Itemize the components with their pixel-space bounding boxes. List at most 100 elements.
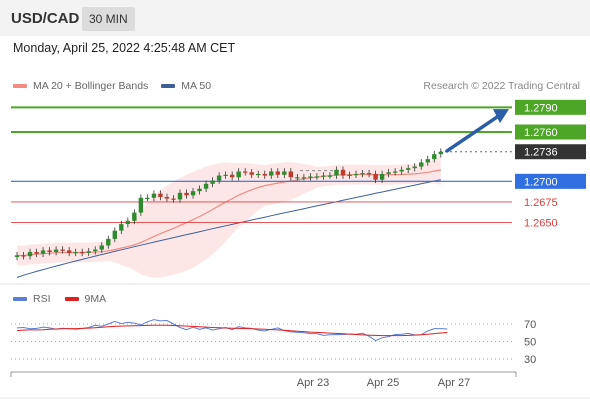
rsi-level-label: 30 [524, 354, 536, 366]
candle [145, 194, 150, 202]
candle-body [119, 224, 124, 231]
candle-body [419, 162, 424, 167]
candle [40, 247, 46, 257]
candle [366, 169, 372, 178]
candle [288, 168, 294, 181]
candle [386, 169, 391, 178]
level-tag-label: 1.2760 [524, 127, 558, 139]
candle [106, 235, 111, 249]
candle-body [347, 174, 352, 176]
legend-swatch-ma50 [161, 84, 176, 88]
candle-body [386, 172, 391, 174]
candle-body [275, 171, 280, 175]
candle-body [373, 173, 378, 180]
candle [399, 166, 404, 175]
candle [151, 190, 157, 202]
candle-body [256, 173, 261, 176]
candle [308, 173, 313, 181]
last-price-label: 1.2736 [524, 147, 558, 159]
candle [14, 252, 20, 261]
candle-body [125, 220, 131, 225]
last-price-tag [515, 144, 586, 160]
candle-body [243, 171, 248, 173]
candle-body [73, 252, 78, 254]
candle [236, 168, 241, 181]
candle-body [210, 180, 215, 184]
candle-body [295, 177, 300, 179]
candle [93, 246, 98, 255]
candle [86, 247, 91, 257]
candle [340, 166, 346, 179]
candle-body [177, 192, 183, 200]
bollinger-band [17, 155, 441, 278]
candle [132, 209, 137, 225]
candle [249, 169, 254, 179]
legend-swatch-9ma [64, 297, 79, 301]
candle [158, 190, 163, 201]
candle-body [138, 197, 144, 213]
candle [406, 164, 411, 174]
rsi-line [16, 319, 448, 342]
x-tick-label: Apr 23 [297, 377, 329, 389]
candle-body [145, 197, 150, 199]
legend-label-rsi: RSI [33, 293, 51, 305]
candle [60, 246, 65, 254]
candle [373, 170, 378, 183]
candle [282, 168, 287, 179]
level-tag [515, 99, 586, 115]
level-tag [515, 173, 586, 189]
candle [379, 170, 385, 183]
candle [125, 217, 131, 228]
candle [262, 170, 267, 179]
forecast-arrow [445, 115, 499, 153]
candle-body [321, 175, 326, 177]
candle [119, 220, 124, 234]
candle [171, 195, 176, 203]
candle-body [164, 196, 170, 199]
candle [197, 185, 202, 195]
timeframe-button[interactable]: 30 MIN [82, 7, 135, 31]
candle-body [334, 169, 339, 176]
level-label: 1.2650 [524, 217, 558, 229]
legend-item-9ma: 9MA [64, 293, 107, 305]
legend-swatch-rsi [13, 297, 27, 301]
candle-body [158, 193, 163, 197]
candle-body [392, 171, 398, 173]
candle-body [47, 250, 52, 253]
candle [269, 168, 274, 179]
candle [53, 246, 59, 256]
candle-body [132, 212, 137, 221]
candle [314, 173, 320, 180]
candle [412, 163, 417, 172]
header-bar: USD/CAD 30 MIN [0, 0, 590, 36]
candle [138, 194, 144, 216]
candle-body [106, 238, 111, 246]
candle [34, 248, 39, 257]
candle-body [53, 249, 59, 253]
credit-label: Research © 2022 Trading Central [423, 80, 580, 92]
candle-body [288, 171, 294, 178]
candle-body [27, 252, 33, 257]
candle [243, 168, 248, 176]
candle-body [314, 176, 320, 178]
candle [353, 170, 359, 179]
candle [432, 150, 437, 163]
candle-body [229, 174, 235, 178]
ma50-line [16, 179, 441, 278]
candle [438, 148, 443, 158]
candle-body [269, 171, 274, 176]
candle [223, 171, 228, 179]
candle-body [203, 183, 209, 189]
legend-label-9ma: 9MA [84, 293, 107, 305]
candle [99, 242, 104, 253]
candle [360, 169, 365, 178]
candle-body [425, 159, 430, 163]
x-tick-label: Apr 25 [367, 377, 399, 389]
candle [73, 248, 78, 257]
candle-body [360, 173, 365, 175]
candle-body [236, 171, 241, 178]
candle-body [412, 166, 417, 169]
candle-body [366, 173, 372, 175]
legend-item-bollinger: MA 20 + Bollinger Bands [13, 80, 148, 92]
